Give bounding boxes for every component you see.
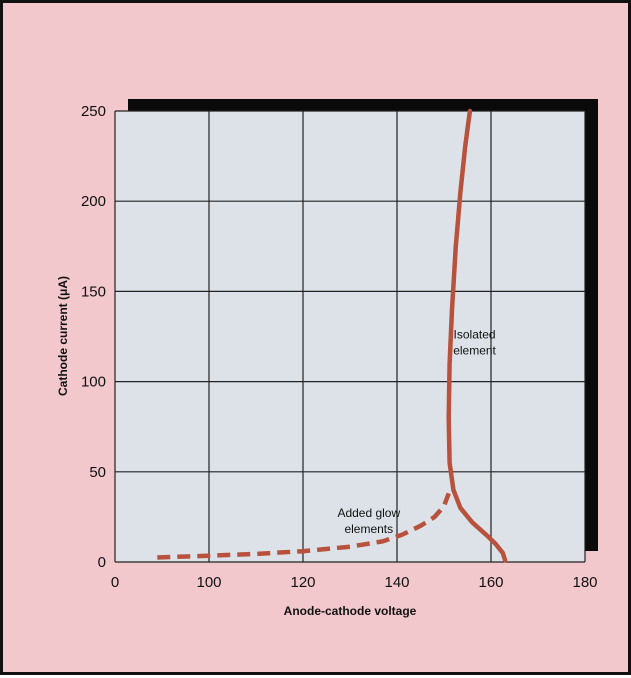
chart: 0 100 120 140 160 180 0 50 100 150 200 250 Anode-ca… bbox=[56, 99, 598, 618]
tick-labels: 0 100 120 140 160 180 0 50 100 150 200 250 bbox=[81, 103, 598, 591]
x-tick-label: 100 bbox=[196, 574, 221, 591]
x-tick-label: 140 bbox=[384, 574, 409, 591]
x-axis-title: Anode-cathode voltage bbox=[284, 604, 417, 618]
series bbox=[157, 108, 508, 563]
x-tick-label: 120 bbox=[290, 574, 315, 591]
annotations: Isolated element Added glow elements bbox=[337, 327, 496, 536]
y-tick-label: 0 bbox=[98, 554, 106, 571]
annotation-label: Isolated element bbox=[453, 327, 496, 357]
annotation-line: Added glow bbox=[337, 506, 400, 520]
annotation-line: elements bbox=[344, 522, 393, 536]
y-tick-label: 150 bbox=[81, 283, 106, 300]
x-tick-label: 160 bbox=[478, 574, 503, 591]
y-tick-label: 100 bbox=[81, 374, 106, 391]
y-tick-label: 250 bbox=[81, 103, 106, 120]
annotation-line: element bbox=[453, 343, 496, 357]
y-axis-title: Cathode current (μA) bbox=[56, 276, 70, 396]
annotation-line: Isolated bbox=[454, 327, 496, 341]
annotation-label: Added glow elements bbox=[337, 506, 400, 536]
series-line-solid bbox=[446, 108, 508, 563]
series-line-dashed bbox=[157, 492, 451, 560]
plot-area bbox=[115, 111, 585, 562]
grid bbox=[114, 110, 586, 563]
y-tick-label: 50 bbox=[89, 464, 106, 481]
x-tick-label: 0 bbox=[111, 574, 119, 591]
x-tick-label: 180 bbox=[572, 574, 597, 591]
y-tick-label: 200 bbox=[81, 193, 106, 210]
